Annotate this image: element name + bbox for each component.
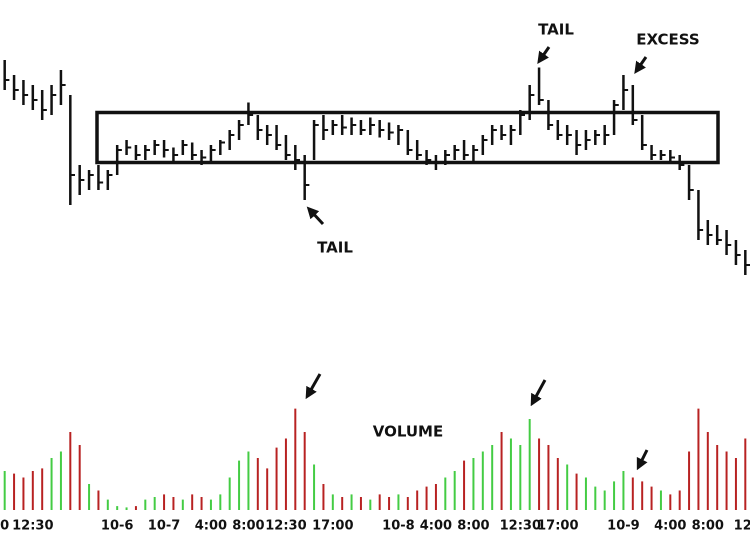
x-tick-label: 17:00: [312, 519, 353, 534]
volume-label: VOLUME: [373, 423, 443, 441]
annotation: TAIL: [317, 239, 353, 257]
arrow: [305, 373, 322, 400]
arrow: [537, 46, 551, 64]
arrow: [530, 379, 547, 407]
x-tick-label: 12:30: [500, 519, 541, 534]
annotation: EXCESS: [636, 31, 699, 49]
x-tick-label: 8:00: [232, 519, 264, 534]
arrow: [636, 449, 649, 471]
arrow: [634, 56, 648, 74]
x-tick-label: 10-9: [607, 519, 640, 534]
x-tick-label: 4:00: [195, 519, 227, 534]
x-tick-label: 10-7: [148, 519, 181, 534]
x-tick-label: 17:00: [537, 519, 578, 534]
volume-panel: [3, 408, 747, 510]
value-area: [95, 110, 720, 165]
x-tick-label: 4:00: [420, 519, 452, 534]
x-tick-label: 12:30: [265, 519, 306, 534]
x-tick-label: 0: [0, 519, 9, 534]
arrow: [306, 206, 325, 226]
x-tick-label: 10-6: [101, 519, 134, 534]
x-tick-label: 10-8: [382, 519, 415, 534]
x-tick-label: 12:: [734, 519, 750, 534]
annotation: TAIL: [538, 21, 574, 39]
x-tick-label: 8:00: [692, 519, 724, 534]
x-tick-label: 12:30: [12, 519, 53, 534]
price-panel: [3, 60, 750, 275]
x-tick-label: 4:00: [654, 519, 686, 534]
x-tick-label: 8:00: [457, 519, 489, 534]
